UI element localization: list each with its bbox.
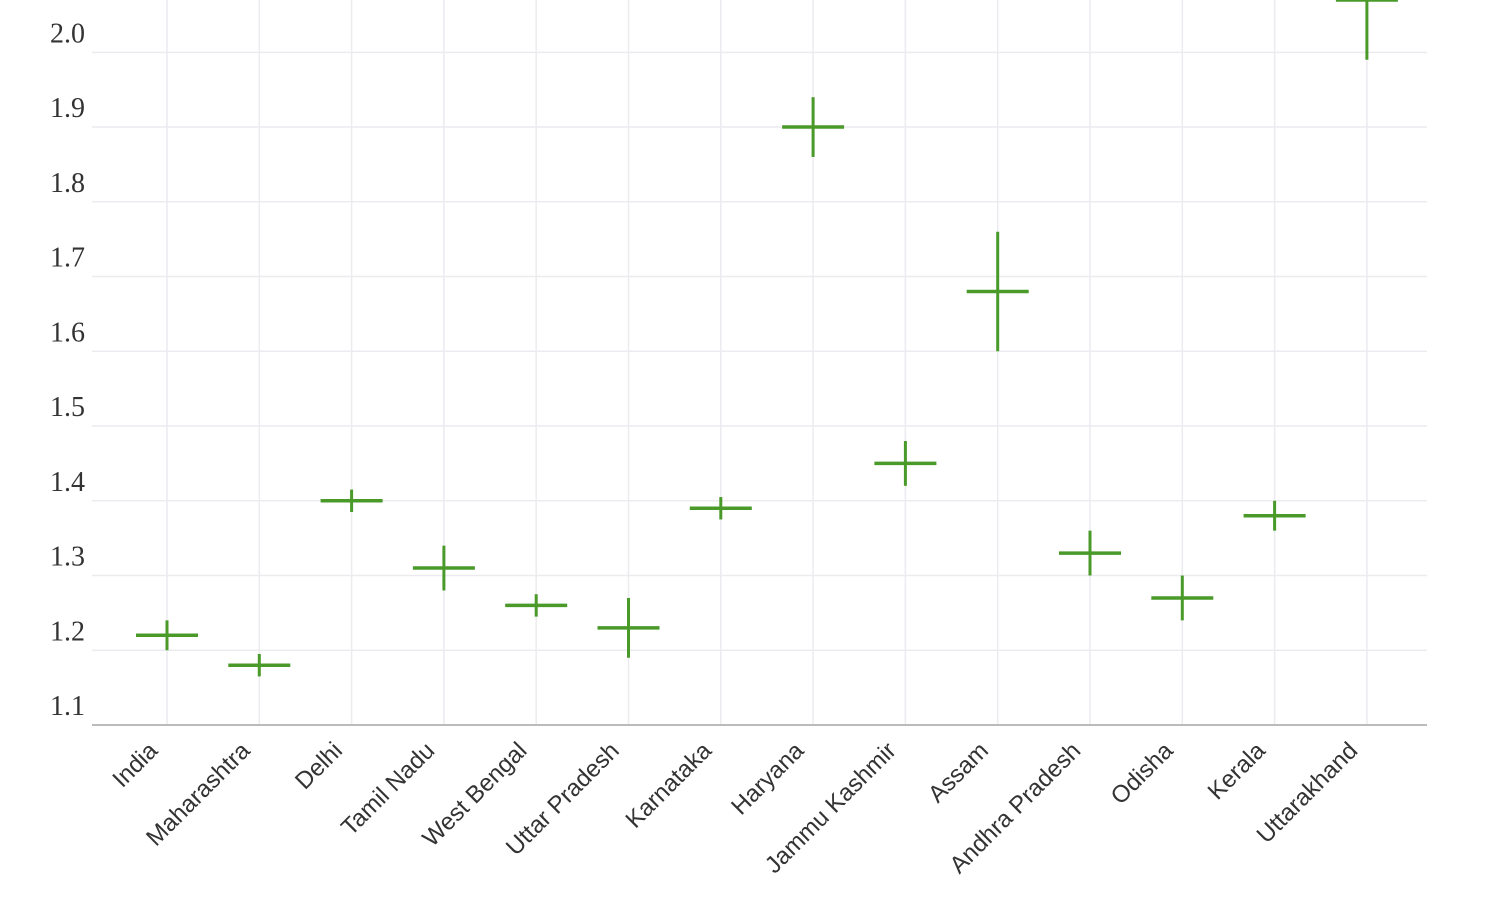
y-tick-label: 1.1 [50, 691, 85, 722]
y-tick-label: 1.7 [50, 243, 85, 274]
x-tick-label: India [107, 737, 163, 793]
y-tick-label: 1.5 [50, 392, 85, 423]
y-tick-label: 1.4 [50, 467, 85, 498]
x-tick-label: Assam [923, 737, 994, 808]
y-tick-label: 2.0 [50, 18, 85, 49]
y-tick-label: 1.2 [50, 616, 85, 647]
x-tick-label: Karnataka [621, 737, 718, 834]
y-tick-label: 1.3 [50, 542, 85, 573]
x-tick-label: Haryana [726, 737, 810, 821]
x-tick-label: Kerala [1203, 737, 1272, 806]
y-tick-label: 1.9 [50, 93, 85, 124]
x-tick-label: Delhi [290, 737, 348, 795]
x-tick-label: Odisha [1106, 737, 1179, 810]
y-tick-label: 1.8 [50, 168, 85, 199]
y-tick-label: 1.6 [50, 317, 85, 348]
